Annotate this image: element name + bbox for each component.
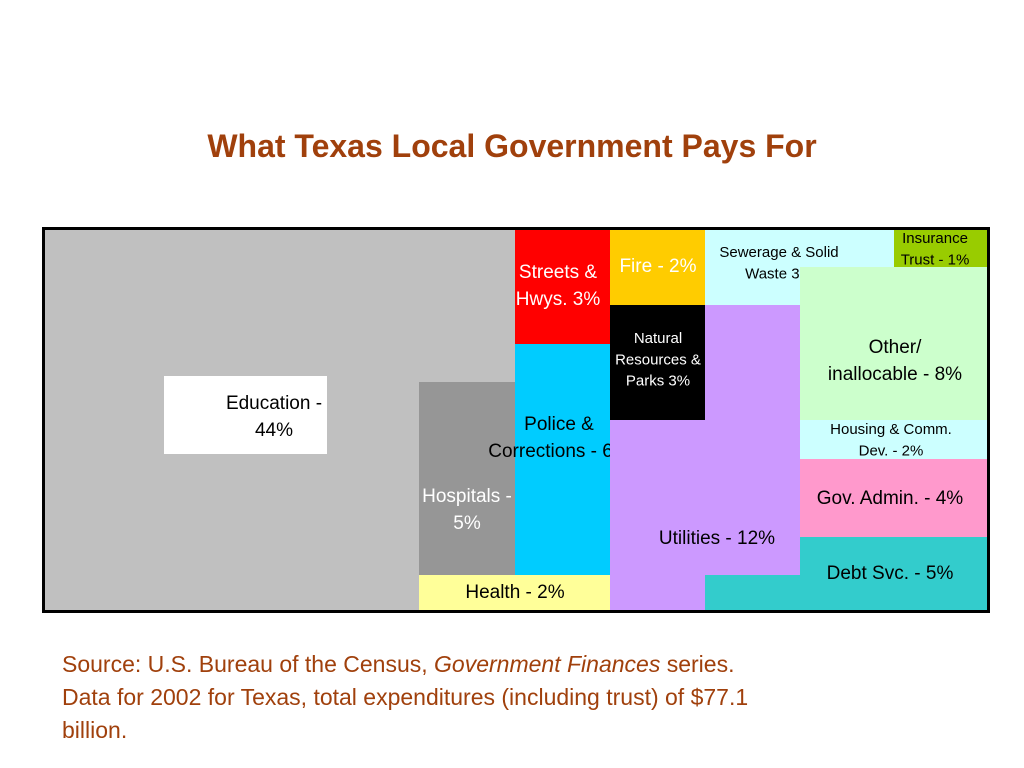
- tile-label-line: Dev. - 2%: [859, 442, 924, 459]
- tile-fire: Fire - 2%: [610, 230, 705, 305]
- tile-label-fire: Fire - 2%: [619, 256, 696, 277]
- source-publication: Government Finances: [434, 651, 661, 677]
- tile-label-natural-resources-and-parks: Natural Resources & Parks 3%: [615, 330, 701, 390]
- tile-label-police-and-corrections: Police & Corrections - 6%: [488, 414, 630, 462]
- tile-housing-and-comm-dev: Housing & Comm. Dev. - 2%: [800, 420, 987, 459]
- tile-label-education: Education - 44%: [226, 393, 322, 441]
- tile-rect-housing-and-comm-dev: [800, 420, 987, 459]
- tile-rect-utilities: [705, 305, 800, 575]
- source-line-2: Data for 2002 for Texas, total expenditu…: [62, 684, 749, 710]
- tile-label-gov-admin: Gov. Admin. - 4%: [817, 488, 964, 509]
- tile-label-other-inallocable: Other/inallocable - 8%: [828, 337, 962, 385]
- tile-label-streets-and-hwys: Streets & Hwys. 3%: [516, 262, 601, 310]
- tile-label-line: Insurance: [902, 230, 968, 247]
- tile-label-line: Streets &: [519, 262, 597, 283]
- tile-debt-svc: Debt Svc. - 5%: [705, 537, 987, 610]
- source-note: Source: U.S. Bureau of the Census, Gover…: [62, 648, 962, 747]
- tile-rect-debt-svc: [705, 575, 800, 610]
- tile-label-line: Corrections - 6%: [488, 441, 630, 462]
- tile-rect-streets-and-hwys: [515, 230, 610, 344]
- tile-hospitals: Hospitals - 5%: [419, 382, 515, 575]
- tile-label-debt-svc: Debt Svc. - 5%: [827, 563, 954, 584]
- tile-label-line: 44%: [255, 420, 293, 441]
- tile-health: Health - 2%: [419, 575, 610, 610]
- tile-label-line: Fire - 2%: [619, 256, 696, 277]
- tile-gov-admin: Gov. Admin. - 4%: [800, 459, 987, 537]
- tile-label-insurance-trust: Insurance Trust - 1%: [901, 230, 970, 268]
- source-suffix: series.: [660, 651, 735, 677]
- tile-rect-other-inallocable: [800, 267, 987, 420]
- tile-label-sewerage-and-solid-waste: Sewerage & Solid Waste 3%: [719, 244, 838, 282]
- tile-label-hospitals: Hospitals - 5%: [422, 486, 512, 534]
- tile-label-line: 5%: [453, 513, 481, 534]
- tile-rect-insurance-trust: [894, 230, 987, 267]
- tile-label-line: Trust - 1%: [901, 251, 970, 268]
- tile-rect-hospitals: [419, 382, 515, 575]
- tile-police-and-corrections: Police & Corrections - 6%: [488, 344, 630, 575]
- tile-label-line: Resources &: [615, 351, 701, 368]
- tile-label-line: Education -: [226, 393, 322, 414]
- treemap-chart: Education - 44% Hospitals - 5% Health - 2% St…: [42, 227, 990, 613]
- tile-label-line: Debt Svc. - 5%: [827, 563, 954, 584]
- tile-label-line: Gov. Admin. - 4%: [817, 488, 964, 509]
- tile-label-line: Police &: [524, 414, 594, 435]
- tile-rect-debt-svc: [800, 537, 987, 610]
- tile-label-line: Hwys. 3%: [516, 289, 601, 310]
- tile-rect-natural-resources-and-parks: [610, 305, 705, 420]
- tile-label-health: Health - 2%: [465, 582, 564, 603]
- tile-label-line: Sewerage & Solid: [719, 244, 838, 261]
- tile-education: Education - 44%: [45, 230, 515, 607]
- tile-rect-fire: [610, 230, 705, 305]
- tile-rect-utilities: [610, 420, 705, 610]
- source-line-3: billion.: [62, 717, 128, 743]
- tile-label-line: Parks 3%: [626, 373, 690, 390]
- tile-label-housing-and-comm-dev: Housing & Comm. Dev. - 2%: [830, 421, 952, 459]
- chart-title: What Texas Local Government Pays For: [207, 128, 817, 164]
- source-line-1: Source: U.S. Bureau of the Census, Gover…: [62, 648, 962, 681]
- tile-label-line: Waste 3%: [745, 265, 813, 282]
- tile-label-utilities: Utilities - 12%: [659, 528, 775, 549]
- tile-label-line: Other/: [869, 337, 923, 358]
- source-prefix: Source: U.S. Bureau of the Census,: [62, 651, 435, 677]
- label-box: [164, 376, 327, 454]
- tile-insurance-trust: Insurance Trust - 1%: [894, 230, 987, 268]
- tile-label-line: Health - 2%: [465, 582, 564, 603]
- tile-rect-health: [419, 575, 610, 610]
- tile-label-line: inallocable - 8%: [828, 364, 962, 385]
- tile-streets-and-hwys: Streets & Hwys. 3%: [515, 230, 610, 344]
- chart-border: [42, 227, 990, 613]
- tile-rect-education: [419, 230, 515, 382]
- tile-label-line: Utilities - 12%: [659, 528, 775, 549]
- treemap-svg: Education - 44% Hospitals - 5% Health - 2% St…: [42, 227, 990, 613]
- tile-rect-gov-admin: [800, 459, 987, 537]
- tile-label-line: Housing & Comm.: [830, 421, 952, 438]
- tile-rect-police-and-corrections: [515, 344, 610, 575]
- tile-other-inallocable: Other/inallocable - 8%: [800, 267, 987, 420]
- tile-utilities: Utilities - 12%: [610, 305, 800, 610]
- tile-label-line: Natural: [634, 330, 682, 347]
- tile-natural-resources-and-parks: Natural Resources & Parks 3%: [610, 305, 705, 420]
- tile-label-line: Hospitals -: [422, 486, 512, 507]
